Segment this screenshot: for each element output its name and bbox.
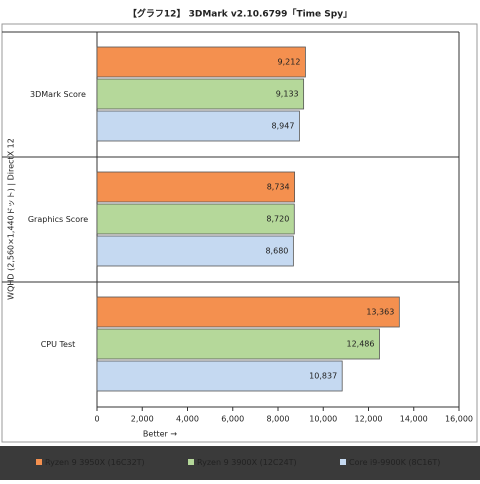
frame [1, 23, 478, 443]
value-label: 8,947 [272, 122, 295, 131]
bar [96, 171, 296, 203]
x-tick-label: 4,000 [176, 415, 199, 424]
legend-swatch [340, 459, 346, 465]
value-label: 12,486 [346, 340, 374, 349]
legend-swatch [36, 459, 42, 465]
x-tick-label: 12,000 [355, 415, 383, 424]
value-label: 8,734 [267, 183, 290, 192]
x-tick-label: 10,000 [309, 415, 337, 424]
x-tick-label: 8,000 [267, 415, 290, 424]
bar [96, 78, 305, 110]
bar [96, 360, 343, 392]
chart-title: 【グラフ12】 3DMark v2.10.6799「Time Spy」 [128, 8, 352, 20]
y-tick-label: CPU Test [41, 340, 76, 349]
value-label: 8,680 [265, 247, 288, 256]
value-label: 9,212 [278, 58, 301, 67]
bar [96, 296, 400, 328]
x-axis-label: Better → [143, 430, 177, 439]
value-label: 10,837 [309, 372, 337, 381]
x-tick-label: 14,000 [400, 415, 428, 424]
bar [96, 46, 306, 78]
y-tick-label: 3DMark Score [30, 90, 86, 99]
bar [96, 110, 300, 142]
x-tick-label: 2,000 [131, 415, 154, 424]
bar [96, 328, 380, 360]
y-tick-label: Graphics Score [28, 215, 88, 224]
value-label: 9,133 [276, 90, 299, 99]
legend-label: Ryzen 9 3950X (16C32T) [45, 458, 145, 467]
x-tick-label: 6,000 [221, 415, 244, 424]
legend-swatch [188, 459, 194, 465]
x-tick-label: 16,000 [445, 415, 473, 424]
legend-background [0, 446, 480, 480]
legend-label: Core i9-9900K (8C16T) [349, 458, 440, 467]
value-label: 8,720 [266, 215, 289, 224]
legend-label: Ryzen 9 3900X (12C24T) [197, 458, 297, 467]
x-tick-label: 0 [94, 415, 99, 424]
bar [96, 203, 295, 235]
bar [96, 235, 294, 267]
y-axis-label: WQHD (2,560×1,440ドット) | DirectX 12 [7, 138, 16, 300]
value-label: 13,363 [366, 308, 394, 317]
